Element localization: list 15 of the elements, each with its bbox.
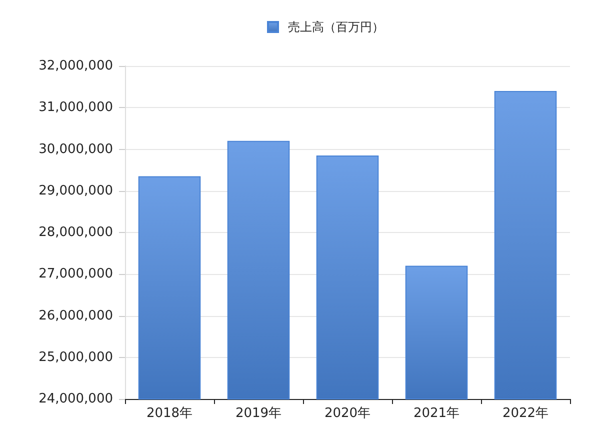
y-tick-label: 27,000,000	[38, 266, 113, 282]
x-tick-label: 2019年	[235, 406, 282, 421]
y-tick-label: 30,000,000	[38, 142, 113, 157]
x-tick-label: 2021年	[413, 406, 460, 421]
y-tick-label: 25,000,000	[38, 350, 113, 365]
y-tick-label: 32,000,000	[38, 58, 113, 74]
x-tick-label: 2020年	[324, 406, 371, 421]
y-tick-label: 26,000,000	[38, 308, 113, 324]
y-tick-label: 29,000,000	[38, 183, 113, 198]
y-tick-label: 31,000,000	[38, 100, 113, 116]
x-tick-label: 2018年	[146, 406, 193, 421]
legend-label: 売上高（百万円）	[288, 20, 384, 34]
x-tick-label: 2022年	[502, 406, 549, 421]
y-tick-label: 24,000,000	[38, 392, 113, 406]
y-tick-label: 28,000,000	[38, 225, 113, 240]
